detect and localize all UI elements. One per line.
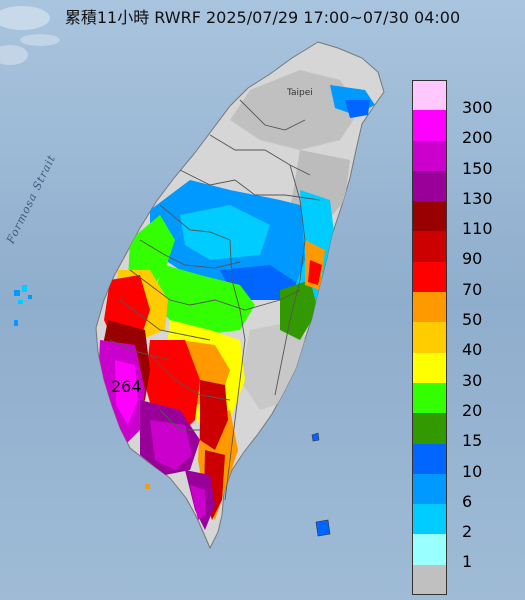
legend-row: 30: [412, 352, 512, 390]
legend-swatch: [412, 564, 447, 596]
legend-swatch: [412, 261, 447, 293]
rainfall-legend: 300 200 150 130 110 90 70 50 40 30 20 15 10 6 2 1: [412, 80, 512, 596]
legend-label: 70: [462, 279, 483, 299]
rainfall-overlay: [98, 70, 375, 530]
legend-row: 150: [412, 140, 512, 178]
legend-row: 2: [412, 504, 512, 541]
legend-label: 15: [462, 431, 483, 451]
legend-row: 40: [412, 322, 512, 359]
legend-swatch: [412, 443, 447, 474]
legend-row: 90: [412, 231, 512, 268]
legend-label: 10: [462, 461, 483, 481]
legend-row: 1: [412, 534, 512, 571]
max-rainfall-label: 264: [111, 377, 142, 396]
legend-swatch: [412, 413, 447, 444]
legend-label: 6: [462, 491, 473, 511]
legend-row: [412, 564, 512, 596]
legend-row: 20: [412, 382, 512, 420]
penghu-islands: [14, 285, 32, 326]
legend-swatch: [412, 292, 447, 323]
legend-row: 110: [412, 201, 512, 238]
legend-swatch: [412, 534, 447, 565]
legend-row: 50: [412, 292, 512, 329]
legend-label: 150: [462, 158, 493, 178]
legend-label: 2: [462, 522, 473, 542]
legend-row: 15: [412, 413, 512, 450]
legend-swatch: [412, 80, 447, 111]
legend-swatch: [412, 140, 447, 171]
legend-swatch: [412, 504, 447, 535]
legend-swatch: [412, 473, 447, 505]
legend-label: 200: [462, 128, 493, 148]
legend-label: 50: [462, 310, 483, 330]
legend-label: 20: [462, 400, 483, 420]
legend-row: 130: [412, 170, 512, 208]
legend-swatch: [412, 110, 447, 141]
legend-row: 10: [412, 443, 512, 481]
county-boundaries: [109, 99, 321, 501]
legend-label: 130: [462, 188, 493, 208]
legend-label: 300: [462, 98, 493, 117]
cloud-texture: [0, 6, 60, 65]
legend-label: 1: [462, 552, 473, 572]
city-label-taipei: Taipei: [287, 88, 313, 98]
legend-row: 6: [412, 473, 512, 511]
legend-swatch: [412, 231, 447, 262]
legend-swatch: [412, 170, 447, 202]
legend-swatch: [412, 382, 447, 414]
legend-row: 70: [412, 261, 512, 299]
legend-label: 110: [462, 219, 493, 239]
legend-row: 300: [412, 80, 512, 117]
legend-label: 30: [462, 370, 483, 390]
legend-swatch: [412, 352, 447, 383]
map-title: 累積11小時 RWRF 2025/07/29 17:00~07/30 04:00: [64, 8, 461, 27]
legend-row: 200: [412, 110, 512, 147]
legend-label: 90: [462, 249, 483, 269]
legend-label: 40: [462, 340, 483, 360]
legend-swatch: [412, 322, 447, 353]
east-islands: [145, 432, 331, 537]
legend-swatch: [412, 201, 447, 232]
